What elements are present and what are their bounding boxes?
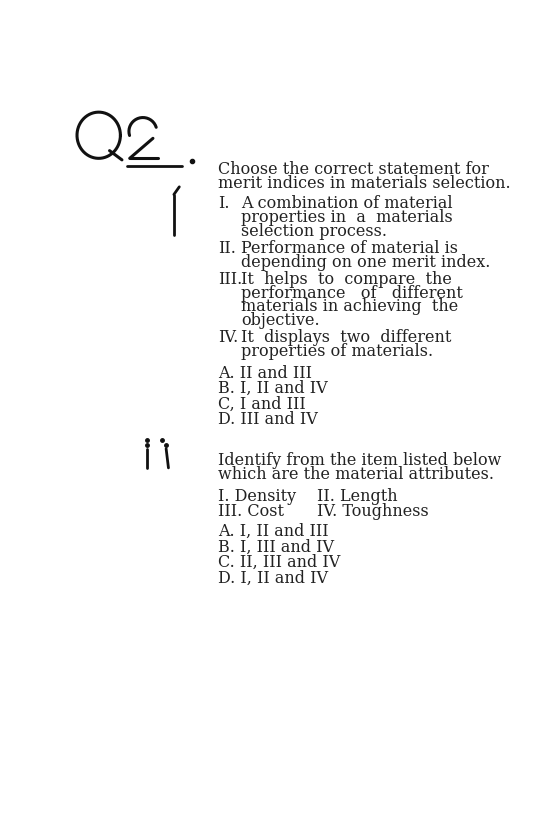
Text: III. Cost: III. Cost	[218, 504, 284, 520]
Text: B. I, II and IV: B. I, II and IV	[218, 380, 327, 397]
Text: B. I, III and IV: B. I, III and IV	[218, 539, 334, 556]
Text: A combination of material: A combination of material	[242, 195, 453, 212]
Text: C, I and III: C, I and III	[218, 396, 306, 413]
Text: It  displays  two  different: It displays two different	[242, 329, 452, 346]
Text: properties in  a  materials: properties in a materials	[242, 209, 453, 226]
Text: Identify from the item listed below: Identify from the item listed below	[218, 452, 501, 469]
Text: which are the material attributes.: which are the material attributes.	[218, 466, 494, 483]
Text: IV. Toughness: IV. Toughness	[317, 504, 429, 520]
Text: materials in achieving  the: materials in achieving the	[242, 298, 459, 315]
Text: IV.: IV.	[218, 329, 238, 346]
Text: merit indices in materials selection.: merit indices in materials selection.	[218, 175, 511, 192]
Text: Performance of material is: Performance of material is	[242, 240, 458, 257]
Text: performance   of   different: performance of different	[242, 285, 463, 301]
Text: Choose the correct statement for: Choose the correct statement for	[218, 161, 489, 179]
Text: properties of materials.: properties of materials.	[242, 343, 433, 360]
Text: II.: II.	[218, 240, 236, 257]
Text: A. I, II and III: A. I, II and III	[218, 523, 329, 541]
Text: It  helps  to  compare  the: It helps to compare the	[242, 271, 452, 287]
Text: C. II, III and IV: C. II, III and IV	[218, 554, 340, 571]
Text: I. Density: I. Density	[218, 488, 296, 505]
Text: D. III and IV: D. III and IV	[218, 411, 318, 428]
Text: depending on one merit index.: depending on one merit index.	[242, 254, 491, 271]
Text: A. II and III: A. II and III	[218, 364, 312, 382]
Text: II. Length: II. Length	[317, 488, 398, 505]
Text: selection process.: selection process.	[242, 223, 387, 240]
Text: objective.: objective.	[242, 312, 320, 329]
Text: I.: I.	[218, 195, 229, 212]
Text: III.: III.	[218, 271, 242, 287]
Text: D. I, II and IV: D. I, II and IV	[218, 569, 328, 586]
